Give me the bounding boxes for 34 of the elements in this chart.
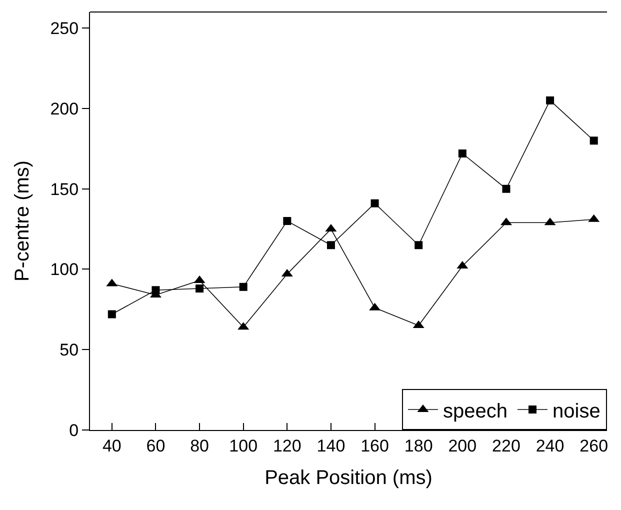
y-axis-title: P-centre (ms) bbox=[12, 160, 34, 282]
x-tick-label: 260 bbox=[580, 436, 608, 456]
legend-label: speech bbox=[443, 400, 508, 422]
x-tick-label: 120 bbox=[272, 436, 302, 456]
point bbox=[283, 217, 292, 225]
point bbox=[546, 96, 554, 104]
y-tick-label: 50 bbox=[60, 340, 79, 360]
point bbox=[108, 310, 116, 318]
y-tick-label: 100 bbox=[50, 260, 79, 280]
y-tick-label: 150 bbox=[50, 180, 79, 199]
x-tick-label: 180 bbox=[404, 436, 433, 456]
x-tick-label: 100 bbox=[229, 436, 258, 456]
x-tick-label: 160 bbox=[360, 436, 389, 456]
point bbox=[458, 149, 466, 158]
y-tick-label: 200 bbox=[50, 99, 79, 118]
x-tick-label: 60 bbox=[146, 436, 166, 456]
y-tick-label: 0 bbox=[69, 420, 79, 440]
x-tick-label: 40 bbox=[102, 436, 122, 456]
x-tick-label: 200 bbox=[448, 436, 477, 456]
x-tick-label: 140 bbox=[316, 436, 346, 456]
point bbox=[590, 136, 598, 145]
point bbox=[196, 284, 204, 293]
point bbox=[502, 184, 510, 193]
point bbox=[326, 241, 335, 250]
x-tick-label: 240 bbox=[536, 436, 564, 456]
point bbox=[370, 199, 379, 208]
point bbox=[152, 286, 160, 294]
point bbox=[414, 241, 423, 250]
legend-label: noise bbox=[552, 400, 600, 422]
x-tick-label: 220 bbox=[492, 436, 520, 456]
x-axis-title: Peak Position (ms) bbox=[264, 466, 432, 489]
x-tick-label: 80 bbox=[190, 436, 209, 456]
point bbox=[239, 282, 248, 291]
y-tick-label: 250 bbox=[50, 19, 79, 38]
